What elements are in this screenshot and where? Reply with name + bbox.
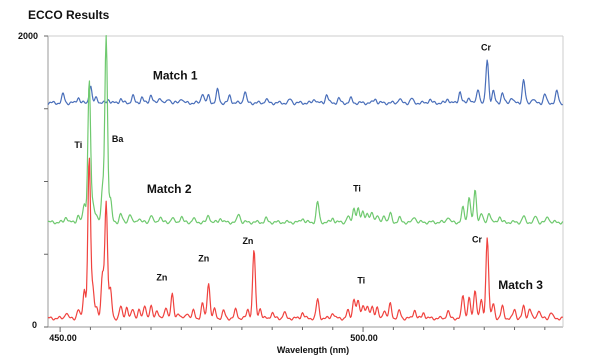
annotation-label-7: Ti: [353, 184, 361, 194]
annotation-label-8: Zn: [156, 272, 167, 282]
annotation-label-6: Ba: [112, 134, 124, 144]
annotation-label-4: Cr: [481, 43, 491, 53]
spectrum-line-1: [47, 59, 564, 106]
spectrum-line-2: [47, 35, 564, 225]
x-tick-label-450: 450.00: [49, 333, 77, 343]
annotation-label-3: Match 3: [498, 278, 543, 292]
x-axis-label: Wavelength (nm): [276, 345, 350, 355]
annotation-label-5: Ti: [74, 140, 82, 150]
annotation-label-2: Match 2: [147, 182, 192, 196]
y-tick-label-bottom: 0: [32, 320, 38, 330]
annotation-label-11: Cr: [472, 235, 482, 245]
x-tick-label-500: 500.00: [350, 333, 378, 343]
spectrum-line-3: [47, 157, 564, 321]
y-tick-label-top: 2000: [18, 31, 39, 41]
annotation-label-12: Ti: [357, 275, 365, 285]
annotation-label-1: Match 1: [153, 69, 198, 83]
chart-title: ECCO Results: [28, 8, 110, 22]
annotation-label-9: Zn: [198, 254, 209, 264]
annotation-label-10: Zn: [242, 236, 253, 246]
